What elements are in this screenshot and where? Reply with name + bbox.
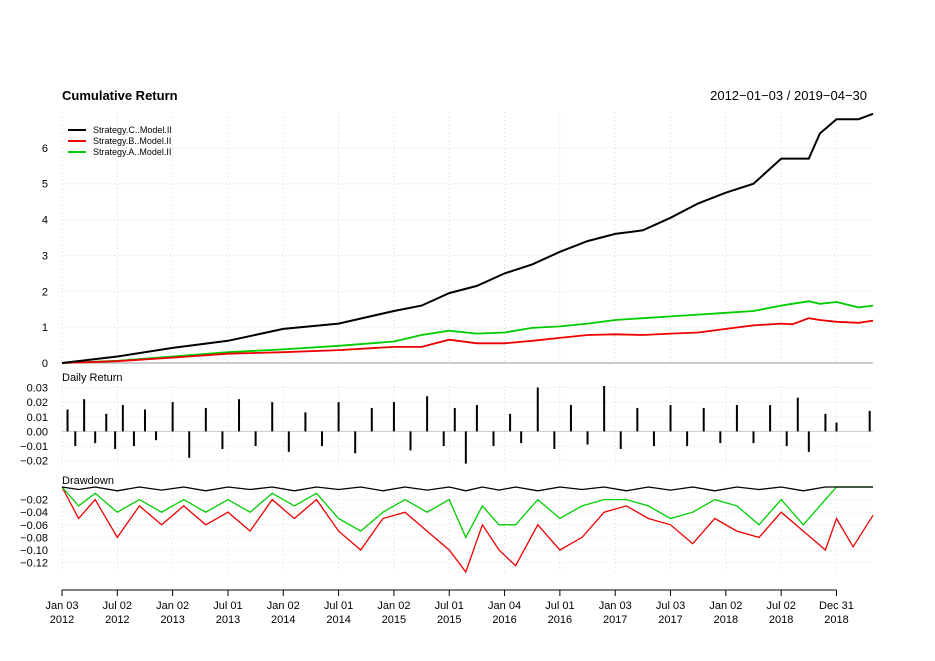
x-tick-label: Jul 01 xyxy=(545,600,574,612)
x-tick-label: Jul 02 xyxy=(766,600,795,612)
y-tick-label: 0.02 xyxy=(27,397,48,409)
y-tick-label: 0 xyxy=(42,358,48,370)
x-tick-label: Jan 02 xyxy=(377,600,410,612)
x-tick-label: Jan 02 xyxy=(156,600,189,612)
date-range-label: 2012−01−03 / 2019−04−30 xyxy=(710,88,867,103)
x-tick-year-label: 2012 xyxy=(50,614,74,626)
y-tick-label: −0.10 xyxy=(20,545,48,557)
x-tick-year-label: 2018 xyxy=(714,614,738,626)
x-tick-label: Jan 04 xyxy=(488,600,521,612)
x-tick-year-label: 2017 xyxy=(658,614,682,626)
y-tick-label: −0.12 xyxy=(20,558,48,570)
y-tick-label: 1 xyxy=(42,322,48,334)
legend-label-c: Strategy.C..Model.II xyxy=(93,125,172,135)
y-tick-label: 4 xyxy=(42,215,48,227)
drawdown-line-Strategy.B..Model.II xyxy=(61,486,874,574)
drawdown-line-Strategy.A..Model.II xyxy=(61,486,873,539)
chart-title: Cumulative Return xyxy=(62,88,178,103)
x-tick-year-label: 2013 xyxy=(160,614,184,626)
y-tick-label: 3 xyxy=(42,250,48,262)
drawdown-line-Strategy.C..Model.II xyxy=(61,486,873,492)
x-tick-label: Jul 01 xyxy=(324,600,353,612)
x-tick-label: Jan 03 xyxy=(45,600,78,612)
y-tick-label: −0.06 xyxy=(20,520,48,532)
x-tick-year-label: 2014 xyxy=(271,614,295,626)
y-tick-label: 0.03 xyxy=(27,382,48,394)
x-tick-year-label: 2018 xyxy=(824,614,848,626)
x-tick-label: Jul 03 xyxy=(656,600,685,612)
y-tick-label: 0.01 xyxy=(27,412,48,424)
x-tick-year-label: 2015 xyxy=(437,614,461,626)
x-tick-label: Jan 03 xyxy=(599,600,632,612)
drawdown-panel-title: Drawdown xyxy=(62,475,114,487)
series-line-Strategy.C..Model.II xyxy=(61,112,874,364)
x-tick-label: Jan 02 xyxy=(709,600,742,612)
x-tick-label: Jul 01 xyxy=(435,600,464,612)
legend: Strategy.C..Model.II Strategy.B..Model.I… xyxy=(68,125,172,157)
x-tick-label: Jul 01 xyxy=(213,600,242,612)
y-tick-label: −0.08 xyxy=(20,532,48,544)
x-tick-label: Dec 31 xyxy=(819,600,854,612)
x-tick-year-label: 2012 xyxy=(105,614,129,626)
y-tick-label: −0.02 xyxy=(20,456,48,468)
y-tick-label: 0.00 xyxy=(27,426,48,438)
series-line-Strategy.A..Model.II xyxy=(61,300,874,364)
legend-label-b: Strategy.B..Model.II xyxy=(93,136,171,146)
x-tick-year-label: 2014 xyxy=(326,614,350,626)
x-tick-year-label: 2017 xyxy=(603,614,627,626)
x-tick-year-label: 2018 xyxy=(769,614,793,626)
y-tick-label: 2 xyxy=(42,286,48,298)
series-line-Strategy.B..Model.II xyxy=(61,317,874,364)
x-tick-year-label: 2013 xyxy=(216,614,240,626)
x-tick-year-label: 2016 xyxy=(492,614,516,626)
x-tick-label: Jul 02 xyxy=(103,600,132,612)
x-tick-label: Jan 02 xyxy=(267,600,300,612)
legend-label-a: Strategy.A..Model.II xyxy=(93,147,171,157)
x-tick-year-label: 2016 xyxy=(548,614,572,626)
y-tick-label: 6 xyxy=(42,143,48,155)
y-tick-label: −0.01 xyxy=(20,441,48,453)
daily-return-panel-title: Daily Return xyxy=(62,372,123,384)
y-tick-label: −0.02 xyxy=(20,495,48,507)
y-tick-label: 5 xyxy=(42,179,48,191)
x-tick-year-label: 2015 xyxy=(382,614,406,626)
y-tick-label: −0.04 xyxy=(20,507,48,519)
